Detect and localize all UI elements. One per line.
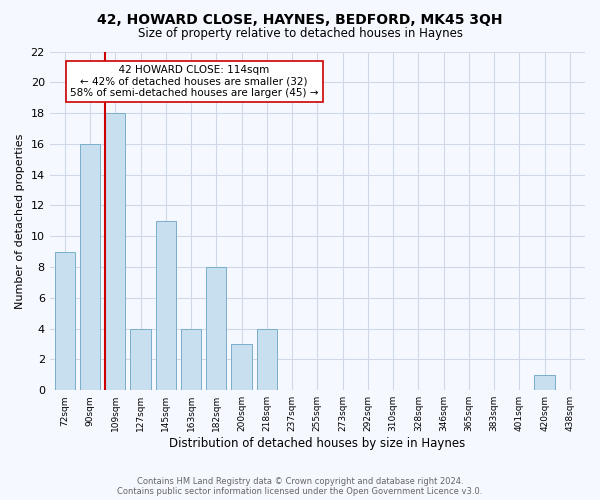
Bar [181,328,201,390]
Bar [80,144,100,390]
X-axis label: Distribution of detached houses by size in Haynes: Distribution of detached houses by size … [169,437,466,450]
Bar [55,252,75,390]
Bar [535,375,554,390]
Bar [206,267,226,390]
Text: Contains public sector information licensed under the Open Government Licence v3: Contains public sector information licen… [118,488,482,496]
Text: Size of property relative to detached houses in Haynes: Size of property relative to detached ho… [137,28,463,40]
Y-axis label: Number of detached properties: Number of detached properties [15,133,25,308]
Text: 42, HOWARD CLOSE, HAYNES, BEDFORD, MK45 3QH: 42, HOWARD CLOSE, HAYNES, BEDFORD, MK45 … [97,12,503,26]
Bar [105,113,125,390]
Text: Contains HM Land Registry data © Crown copyright and database right 2024.: Contains HM Land Registry data © Crown c… [137,478,463,486]
Bar [130,328,151,390]
Text: 42 HOWARD CLOSE: 114sqm  
← 42% of detached houses are smaller (32)
58% of semi-: 42 HOWARD CLOSE: 114sqm ← 42% of detache… [70,65,319,98]
Bar [257,328,277,390]
Bar [156,221,176,390]
Bar [232,344,251,390]
